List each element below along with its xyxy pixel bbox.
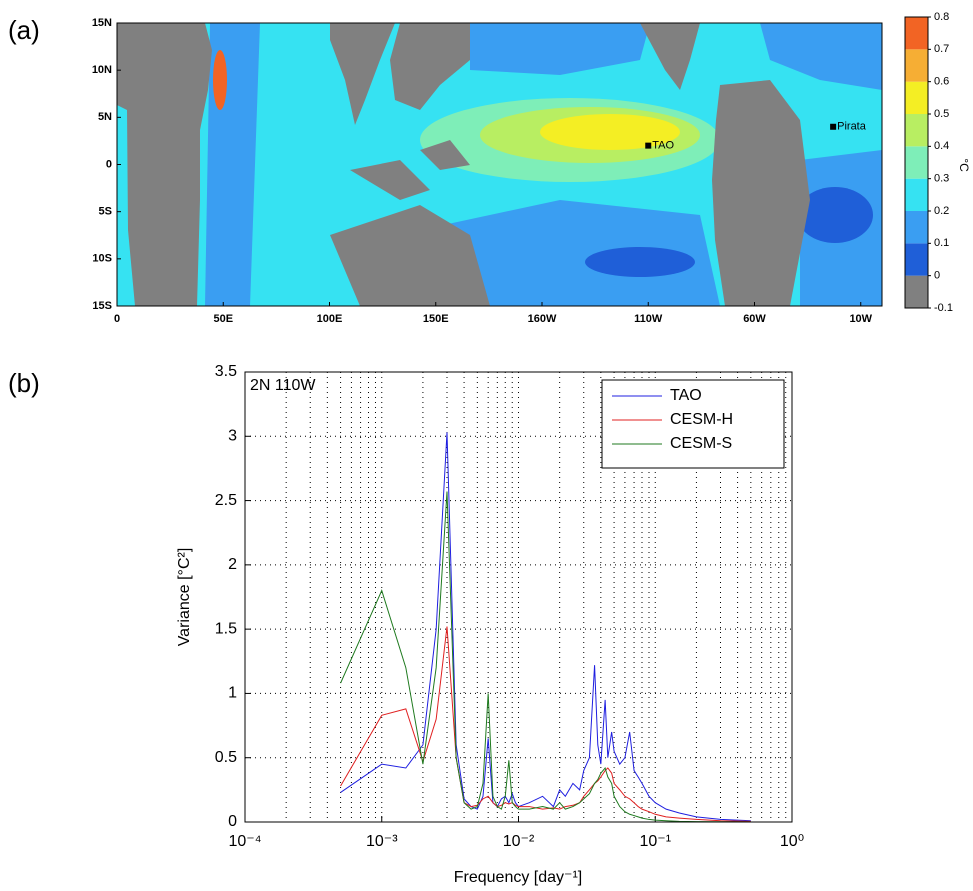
region [797,187,873,243]
region [760,23,882,90]
land [350,140,470,200]
y-tick-label: 5S [99,206,112,218]
land [390,23,470,110]
station-marker [830,123,837,130]
colorbar-tick-label: 0.1 [934,237,949,249]
land [330,205,490,306]
colorbar-swatch [905,178,928,211]
land [712,80,810,306]
plot-frame [244,371,793,823]
region [585,247,695,277]
colorbar-tick-label: 0.3 [934,173,949,185]
station-label: TAO [652,140,674,152]
colorbar-swatch [905,114,928,147]
y-tick-label: 3.5 [215,363,237,380]
colorbar-swatch [905,17,928,50]
x-tick-label: 10⁰ [780,833,804,850]
y-tick-label: 1.5 [215,620,237,637]
y-tick-label: 0 [106,158,112,170]
y-tick-label: 15N [92,17,112,29]
x-tick-label: 10⁻¹ [639,833,671,850]
region [470,23,650,75]
x-tick-label: 160W [528,313,557,325]
x-tick-label: 0 [114,313,120,325]
land [640,23,700,90]
x-tick-label: 10⁻³ [366,833,398,850]
legend-label: CESM-H [670,411,733,428]
x-tick-label: 10⁻⁴ [228,833,261,850]
colorbar-label: °C [957,158,971,172]
colorbar-tick-label: 0.4 [934,140,949,152]
y-tick-label: 1 [228,685,237,702]
colorbar-tick-label: 0.2 [934,205,949,217]
map-field [117,23,882,306]
colorbar-swatch [905,243,928,276]
colorbar-tick-label: 0 [934,270,940,282]
region [540,114,680,150]
colorbar-swatch [905,275,928,308]
legend-box [601,379,785,469]
colorbar-tick-label: 0.6 [934,76,949,88]
y-tick-label: 3 [228,428,237,445]
series-line [340,491,751,823]
x-tick-label: 110W [634,313,663,325]
annotation: 2N 110W [250,377,316,394]
x-tick-label: 10W [849,313,872,325]
colorbar-swatch [905,49,928,82]
region [213,50,227,110]
y-tick-label: 15S [92,300,112,312]
panel-label: (a) [8,15,40,45]
legend-label: TAO [670,387,702,404]
panel-label: (b) [8,368,40,398]
x-axis-label: Frequency [day⁻¹] [454,869,583,886]
y-tick-label: 0.5 [215,749,237,766]
colorbar-tick-label: 0.7 [934,43,949,55]
colorbar-swatch [905,211,928,244]
colorbar-frame [904,16,929,309]
land [330,23,395,125]
y-tick-label: 10S [92,253,112,265]
x-tick-label: 60W [743,313,766,325]
y-tick-label: 5N [98,111,112,123]
colorbar-swatch [905,81,928,114]
x-tick-label: 150E [423,313,449,325]
colorbar-tick-label: -0.1 [934,302,953,314]
colorbar-swatch [905,146,928,179]
y-tick-label: 0 [228,813,237,830]
land [117,23,212,306]
region [420,200,720,306]
series-line [340,626,751,822]
x-tick-label: 100E [317,313,343,325]
station-marker [645,142,652,149]
y-tick-label: 2 [228,556,237,573]
legend-label: CESM-S [670,435,732,452]
x-tick-label: 10⁻² [503,833,535,850]
y-tick-label: 10N [92,64,112,76]
x-tick-label: 50E [213,313,233,325]
y-axis-label: Variance [°C²] [176,548,193,647]
colorbar-tick-label: 0.5 [934,108,949,120]
colorbar-tick-label: 0.8 [934,11,949,23]
station-label: Pirata [837,121,867,133]
y-tick-label: 2.5 [215,492,237,509]
